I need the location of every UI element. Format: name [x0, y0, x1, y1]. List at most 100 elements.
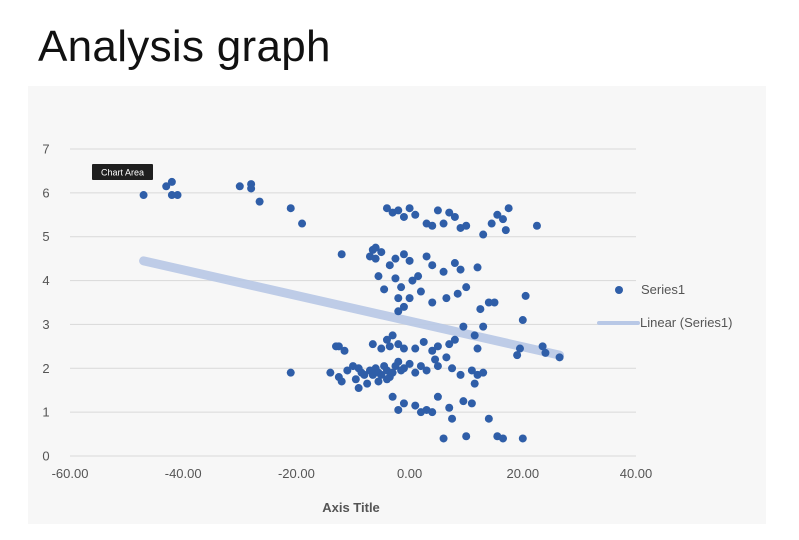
- data-point[interactable]: [473, 344, 482, 353]
- data-point[interactable]: [442, 353, 451, 362]
- data-point[interactable]: [445, 340, 454, 349]
- data-point[interactable]: [442, 294, 451, 303]
- data-point[interactable]: [411, 210, 420, 219]
- data-point[interactable]: [399, 344, 408, 353]
- data-point[interactable]: [298, 219, 307, 228]
- data-point[interactable]: [394, 405, 403, 414]
- data-point[interactable]: [456, 370, 465, 379]
- data-point[interactable]: [428, 298, 437, 307]
- data-point[interactable]: [433, 206, 442, 215]
- data-point[interactable]: [479, 322, 488, 331]
- data-point[interactable]: [382, 375, 391, 384]
- data-point[interactable]: [286, 204, 295, 213]
- data-point[interactable]: [439, 434, 448, 443]
- data-point[interactable]: [450, 212, 459, 221]
- data-point[interactable]: [433, 362, 442, 371]
- data-point[interactable]: [377, 248, 386, 257]
- data-point[interactable]: [408, 276, 417, 285]
- data-point[interactable]: [411, 401, 420, 410]
- data-point[interactable]: [391, 274, 400, 283]
- data-point[interactable]: [467, 366, 476, 375]
- data-point[interactable]: [405, 294, 414, 303]
- data-point[interactable]: [382, 335, 391, 344]
- data-point[interactable]: [450, 335, 459, 344]
- data-point[interactable]: [394, 357, 403, 366]
- data-point[interactable]: [399, 212, 408, 221]
- data-point[interactable]: [501, 226, 510, 235]
- data-point[interactable]: [399, 364, 408, 373]
- data-point[interactable]: [167, 177, 176, 186]
- data-point[interactable]: [456, 265, 465, 274]
- data-point[interactable]: [498, 215, 507, 224]
- data-point[interactable]: [235, 182, 244, 191]
- data-point[interactable]: [467, 399, 476, 408]
- data-point[interactable]: [462, 283, 471, 292]
- data-point[interactable]: [419, 337, 428, 346]
- legend[interactable]: Series1 Linear (Series1): [597, 282, 733, 330]
- data-point[interactable]: [416, 362, 425, 371]
- data-point[interactable]: [453, 289, 462, 298]
- data-point[interactable]: [515, 344, 524, 353]
- data-point[interactable]: [532, 221, 541, 230]
- data-point[interactable]: [504, 204, 513, 213]
- data-point[interactable]: [459, 397, 468, 406]
- data-point[interactable]: [354, 384, 363, 393]
- data-point[interactable]: [428, 408, 437, 417]
- data-point[interactable]: [394, 307, 403, 316]
- data-point[interactable]: [397, 283, 406, 292]
- data-point[interactable]: [286, 368, 295, 377]
- data-point[interactable]: [479, 230, 488, 239]
- data-point[interactable]: [394, 206, 403, 215]
- data-point[interactable]: [405, 359, 414, 368]
- data-point[interactable]: [431, 355, 440, 364]
- data-point[interactable]: [382, 204, 391, 213]
- data-point[interactable]: [377, 370, 386, 379]
- data-point[interactable]: [428, 221, 437, 230]
- data-point[interactable]: [538, 342, 547, 351]
- data-point[interactable]: [422, 366, 431, 375]
- data-point[interactable]: [445, 403, 454, 412]
- trendline[interactable]: [139, 256, 565, 360]
- data-point[interactable]: [411, 344, 420, 353]
- data-point[interactable]: [541, 348, 550, 357]
- data-point[interactable]: [326, 368, 335, 377]
- data-point[interactable]: [518, 316, 527, 325]
- data-point[interactable]: [476, 305, 485, 314]
- data-point[interactable]: [343, 366, 352, 375]
- data-point[interactable]: [167, 191, 176, 200]
- data-point[interactable]: [334, 342, 343, 351]
- data-point[interactable]: [422, 252, 431, 261]
- data-point[interactable]: [247, 184, 256, 193]
- data-point[interactable]: [399, 250, 408, 259]
- data-point[interactable]: [340, 346, 349, 355]
- data-point[interactable]: [385, 342, 394, 351]
- data-point[interactable]: [484, 414, 493, 423]
- data-point[interactable]: [428, 346, 437, 355]
- data-point[interactable]: [555, 353, 564, 362]
- data-point[interactable]: [411, 368, 420, 377]
- data-point[interactable]: [399, 399, 408, 408]
- data-point[interactable]: [374, 272, 383, 281]
- data-point[interactable]: [470, 379, 479, 388]
- data-point[interactable]: [521, 291, 530, 300]
- data-point[interactable]: [399, 302, 408, 311]
- data-point[interactable]: [479, 368, 488, 377]
- data-point[interactable]: [377, 344, 386, 353]
- data-point[interactable]: [487, 219, 496, 228]
- data-point[interactable]: [405, 204, 414, 213]
- data-point[interactable]: [371, 243, 380, 252]
- data-point[interactable]: [462, 432, 471, 441]
- data-point[interactable]: [360, 370, 369, 379]
- data-point[interactable]: [371, 254, 380, 263]
- data-points[interactable]: [139, 177, 564, 443]
- data-point[interactable]: [484, 298, 493, 307]
- data-point[interactable]: [462, 221, 471, 230]
- data-point[interactable]: [518, 434, 527, 443]
- data-point[interactable]: [405, 256, 414, 265]
- data-point[interactable]: [428, 261, 437, 270]
- data-point[interactable]: [394, 294, 403, 303]
- data-point[interactable]: [388, 368, 397, 377]
- data-point[interactable]: [513, 351, 522, 360]
- data-point[interactable]: [416, 287, 425, 296]
- data-point[interactable]: [498, 434, 507, 443]
